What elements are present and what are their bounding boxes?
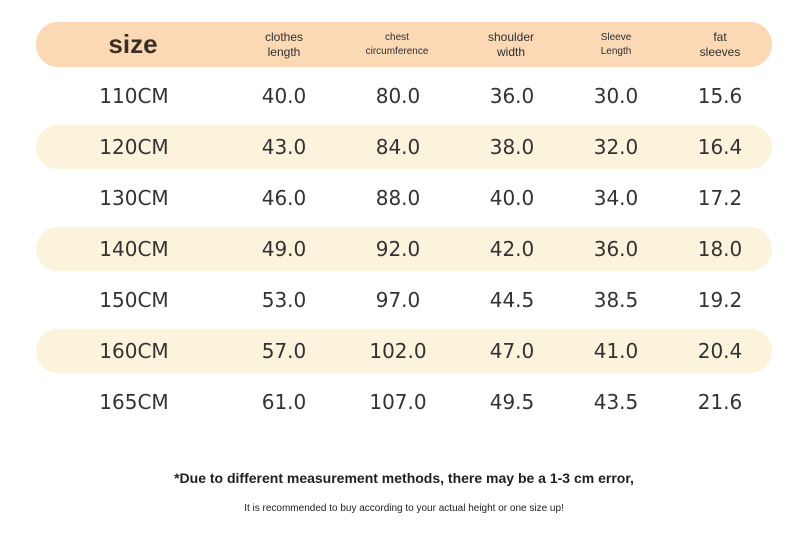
cell-shoulder-width: 42.0 — [489, 237, 535, 261]
cell-fat-sleeves: 16.4 — [697, 135, 743, 159]
cell-shoulder-width: 36.0 — [489, 84, 535, 108]
cell-shoulder-width: 44.5 — [489, 288, 535, 312]
header-size: size — [108, 29, 158, 59]
cell-fat-sleeves: 19.2 — [697, 288, 743, 312]
header-chest-circumference: chest circumference — [365, 31, 429, 57]
measurement-note: *Due to different measurement methods, t… — [174, 470, 634, 486]
cell-size: 120CM — [99, 135, 169, 159]
cell-chest-circumference: 92.0 — [375, 237, 421, 261]
cell-sleeve-length: 38.5 — [593, 288, 639, 312]
cell-size: 130CM — [99, 186, 169, 210]
cell-clothes-length: 40.0 — [261, 84, 307, 108]
cell-clothes-length: 53.0 — [261, 288, 307, 312]
cell-size: 165CM — [99, 390, 169, 414]
cell-clothes-length: 43.0 — [261, 135, 307, 159]
cell-shoulder-width: 49.5 — [489, 390, 535, 414]
cell-shoulder-width: 47.0 — [489, 339, 535, 363]
cell-chest-circumference: 88.0 — [375, 186, 421, 210]
cell-sleeve-length: 41.0 — [593, 339, 639, 363]
header-sleeve-length: Sleeve Length — [600, 31, 632, 57]
table-header-band — [36, 22, 772, 67]
cell-chest-circumference: 84.0 — [375, 135, 421, 159]
cell-fat-sleeves: 18.0 — [697, 237, 743, 261]
header-fat-sleeves: fat sleeves — [699, 29, 741, 59]
header-clothes-length: clothes length — [264, 29, 304, 59]
cell-shoulder-width: 40.0 — [489, 186, 535, 210]
cell-chest-circumference: 107.0 — [369, 390, 427, 414]
header-shoulder-width: shoulder width — [487, 29, 535, 59]
cell-fat-sleeves: 20.4 — [697, 339, 743, 363]
cell-sleeve-length: 36.0 — [593, 237, 639, 261]
cell-size: 110CM — [99, 84, 169, 108]
cell-sleeve-length: 32.0 — [593, 135, 639, 159]
cell-fat-sleeves: 17.2 — [697, 186, 743, 210]
cell-size: 140CM — [99, 237, 169, 261]
row-band-140 — [36, 227, 772, 271]
cell-chest-circumference: 97.0 — [375, 288, 421, 312]
cell-sleeve-length: 34.0 — [593, 186, 639, 210]
row-band-160 — [36, 329, 772, 373]
size-recommendation-note: It is recommended to buy according to yo… — [244, 503, 564, 514]
cell-chest-circumference: 102.0 — [369, 339, 427, 363]
cell-fat-sleeves: 15.6 — [697, 84, 743, 108]
row-band-120 — [36, 125, 772, 169]
cell-size: 150CM — [99, 288, 169, 312]
cell-sleeve-length: 30.0 — [593, 84, 639, 108]
cell-clothes-length: 57.0 — [261, 339, 307, 363]
cell-clothes-length: 61.0 — [261, 390, 307, 414]
cell-clothes-length: 46.0 — [261, 186, 307, 210]
cell-size: 160CM — [99, 339, 169, 363]
cell-sleeve-length: 43.5 — [593, 390, 639, 414]
cell-clothes-length: 49.0 — [261, 237, 307, 261]
cell-shoulder-width: 38.0 — [489, 135, 535, 159]
cell-chest-circumference: 80.0 — [375, 84, 421, 108]
cell-fat-sleeves: 21.6 — [697, 390, 743, 414]
